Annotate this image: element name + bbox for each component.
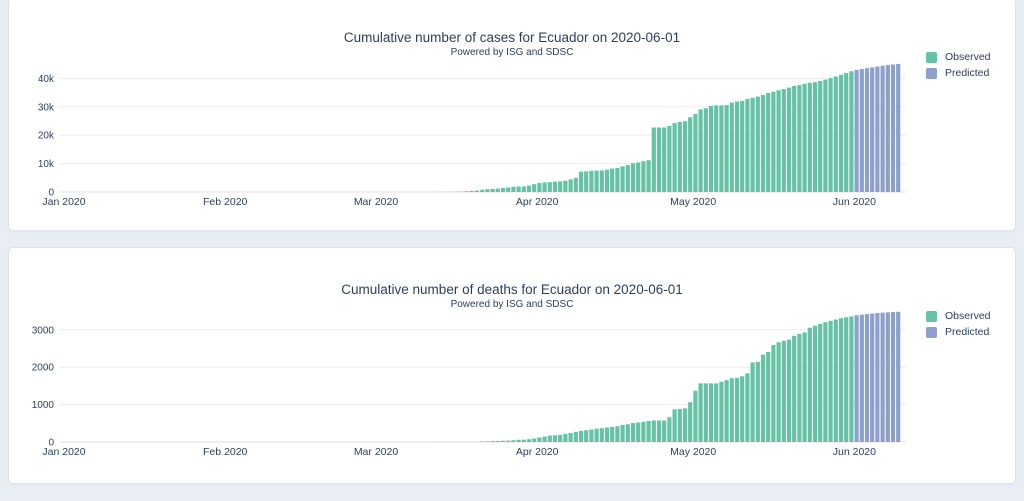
svg-text:Jan 2020: Jan 2020 (42, 196, 85, 208)
legend-item-observed[interactable]: Observed (926, 51, 991, 63)
cases-chart-subtitle: Powered by ISG and SDSC (450, 47, 574, 58)
cases-legend: Observed Predicted (926, 51, 991, 79)
svg-text:Apr 2020: Apr 2020 (516, 196, 559, 208)
legend-label-observed: Observed (945, 310, 991, 322)
legend-item-predicted[interactable]: Predicted (926, 67, 991, 79)
svg-text:Jan 2020: Jan 2020 (42, 446, 85, 458)
legend-item-predicted[interactable]: Predicted (926, 326, 991, 338)
legend-item-observed[interactable]: Observed (926, 310, 991, 322)
predicted-swatch-icon (926, 67, 937, 79)
observed-swatch-icon (926, 310, 937, 322)
svg-text:May 2020: May 2020 (670, 196, 716, 208)
svg-text:Mar 2020: Mar 2020 (354, 446, 399, 458)
deaths-chart-title: Cumulative number of deaths for Ecuador … (341, 282, 683, 297)
legend-label-observed: Observed (945, 51, 991, 63)
svg-text:40k: 40k (38, 74, 55, 85)
svg-text:10k: 10k (38, 159, 55, 170)
svg-text:Feb 2020: Feb 2020 (203, 196, 248, 208)
svg-text:0: 0 (48, 438, 54, 449)
svg-text:0: 0 (48, 188, 54, 199)
svg-text:2000: 2000 (32, 363, 55, 374)
cases-chart-card: Cumulative number of cases for Ecuador o… (8, 0, 1016, 231)
deaths-bar-plot[interactable]: 0 1000 2000 3000 Jan 2020 Feb 2020 Mar 2020 Apr… (9, 248, 1017, 485)
svg-text:Mar 2020: Mar 2020 (354, 196, 399, 208)
observed-swatch-icon (926, 51, 937, 63)
svg-text:Jun 2020: Jun 2020 (833, 196, 876, 208)
svg-text:1000: 1000 (32, 400, 55, 411)
legend-label-predicted: Predicted (945, 67, 990, 79)
legend-label-predicted: Predicted (945, 326, 990, 338)
deaths-legend: Observed Predicted (926, 310, 991, 338)
svg-text:3000: 3000 (32, 325, 55, 336)
predicted-swatch-icon (926, 326, 937, 338)
svg-text:Feb 2020: Feb 2020 (203, 446, 248, 458)
svg-text:20k: 20k (38, 131, 55, 142)
svg-text:Apr 2020: Apr 2020 (516, 446, 559, 458)
deaths-chart-card: Cumulative number of deaths for Ecuador … (8, 247, 1016, 484)
cases-chart-title: Cumulative number of cases for Ecuador o… (343, 30, 681, 45)
svg-text:May 2020: May 2020 (670, 446, 716, 458)
deaths-chart-subtitle: Powered by ISG and SDSC (450, 299, 574, 310)
cases-bar-plot[interactable]: 0 10k 20k 30k 40k Jan 2020 Feb 2020 Mar 2020 Apr… (9, 0, 1017, 232)
svg-text:30k: 30k (38, 102, 55, 113)
svg-text:Jun 2020: Jun 2020 (833, 446, 876, 458)
